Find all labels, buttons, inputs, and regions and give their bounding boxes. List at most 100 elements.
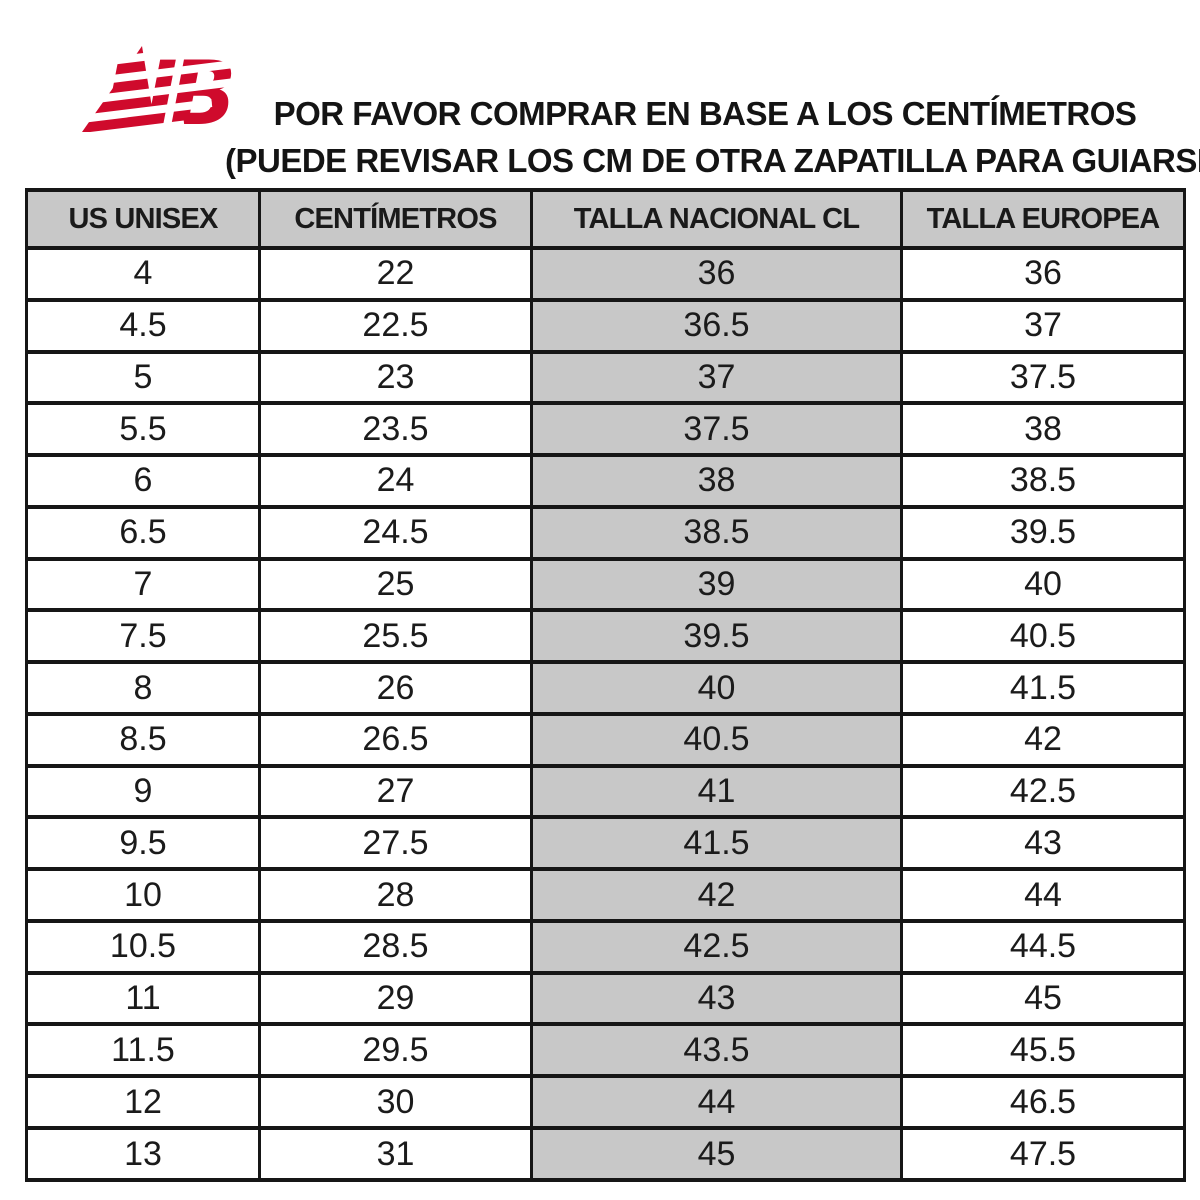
size-cell: 44 <box>900 867 1186 923</box>
size-cell: 26 <box>258 660 533 716</box>
size-cell: 47.5 <box>900 1126 1186 1182</box>
size-cell: 37.5 <box>900 349 1186 406</box>
size-cell: 9.5 <box>25 815 261 872</box>
size-cell: 39.5 <box>900 504 1186 561</box>
table-row: 10.5 28.5 42.5 44.5 <box>25 918 1186 975</box>
table-row: 11 29 43 45 <box>25 970 1186 1027</box>
size-cell: 42 <box>900 711 1186 768</box>
table-row: 9 27 41 42.5 <box>25 763 1186 820</box>
table-row: 10 28 42 44 <box>25 867 1186 923</box>
size-cell: 5.5 <box>25 401 261 458</box>
size-cell: 8 <box>25 660 261 716</box>
size-cell: 36 <box>530 246 903 302</box>
column-header-talla-nacional-cl: TALLA NACIONAL CL <box>530 188 903 250</box>
size-cell: 27.5 <box>258 815 533 872</box>
size-cell: 37 <box>530 349 903 406</box>
table-row: 6.5 24.5 38.5 39.5 <box>25 504 1186 561</box>
column-header-talla-europea: TALLA EUROPEA <box>900 188 1186 250</box>
size-cell: 43 <box>530 970 903 1027</box>
size-cell: 24.5 <box>258 504 533 561</box>
size-cell: 25.5 <box>258 608 533 665</box>
size-cell: 24 <box>258 453 533 509</box>
size-cell: 42 <box>530 867 903 923</box>
size-cell: 46.5 <box>900 1074 1186 1131</box>
size-cell: 31 <box>258 1126 533 1182</box>
size-cell: 38 <box>900 401 1186 458</box>
size-cell: 8.5 <box>25 711 261 768</box>
size-cell: 45 <box>530 1126 903 1182</box>
table-row: 13 31 45 47.5 <box>25 1126 1186 1182</box>
table-row: 4.5 22.5 36.5 37 <box>25 297 1186 354</box>
size-cell: 40 <box>530 660 903 716</box>
size-cell: 4.5 <box>25 297 261 354</box>
table-header-row: US UNISEX CENTÍMETROS TALLA NACIONAL CL … <box>25 188 1186 250</box>
size-cell: 41.5 <box>900 660 1186 716</box>
size-cell: 38.5 <box>530 504 903 561</box>
size-cell: 25 <box>258 556 533 613</box>
size-cell: 29.5 <box>258 1022 533 1079</box>
table-row: 7 25 39 40 <box>25 556 1186 613</box>
size-cell: 45.5 <box>900 1022 1186 1079</box>
size-cell: 36 <box>900 246 1186 302</box>
table-row: 7.5 25.5 39.5 40.5 <box>25 608 1186 665</box>
size-cell: 43.5 <box>530 1022 903 1079</box>
size-cell: 12 <box>25 1074 261 1131</box>
size-cell: 45 <box>900 970 1186 1027</box>
table-row: 12 30 44 46.5 <box>25 1074 1186 1131</box>
size-cell: 6.5 <box>25 504 261 561</box>
table-row: 8 26 40 41.5 <box>25 660 1186 716</box>
size-cell: 30 <box>258 1074 533 1131</box>
size-cell: 5 <box>25 349 261 406</box>
size-cell: 4 <box>25 246 261 302</box>
table-row: 6 24 38 38.5 <box>25 453 1186 509</box>
size-cell: 41.5 <box>530 815 903 872</box>
title-line-1: POR FAVOR COMPRAR EN BASE A LOS CENTÍMET… <box>273 95 1137 132</box>
new-balance-logo-icon: NB <box>55 36 280 156</box>
size-cell: 42.5 <box>530 918 903 975</box>
size-cell: 40.5 <box>900 608 1186 665</box>
size-cell: 7.5 <box>25 608 261 665</box>
table-row: 8.5 26.5 40.5 42 <box>25 711 1186 768</box>
column-header-centimetros: CENTÍMETROS <box>258 188 533 250</box>
size-cell: 13 <box>25 1126 261 1182</box>
size-cell: 44 <box>530 1074 903 1131</box>
size-cell: 37 <box>900 297 1186 354</box>
size-cell: 10.5 <box>25 918 261 975</box>
size-cell: 22 <box>258 246 533 302</box>
page-title: POR FAVOR COMPRAR EN BASE A LOS CENTÍMET… <box>225 90 1200 184</box>
table-row: 5.5 23.5 37.5 38 <box>25 401 1186 458</box>
size-cell: 40.5 <box>530 711 903 768</box>
size-cell: 41 <box>530 763 903 820</box>
table-row: 9.5 27.5 41.5 43 <box>25 815 1186 872</box>
size-cell: 28 <box>258 867 533 923</box>
size-cell: 6 <box>25 453 261 509</box>
size-cell: 44.5 <box>900 918 1186 975</box>
size-cell: 39.5 <box>530 608 903 665</box>
size-cell: 27 <box>258 763 533 820</box>
title-line-2: (PUEDE REVISAR LOS CM DE OTRA ZAPATILLA … <box>225 142 1200 179</box>
size-cell: 10 <box>25 867 261 923</box>
size-cell: 29 <box>258 970 533 1027</box>
size-cell: 39 <box>530 556 903 613</box>
table-row: 11.5 29.5 43.5 45.5 <box>25 1022 1186 1079</box>
size-cell: 11.5 <box>25 1022 261 1079</box>
size-table-body: 4 22 36 36 4.5 22.5 36.5 37 5 23 37 37.5 5.5 23.5 37.5… <box>25 246 1186 1182</box>
size-cell: 7 <box>25 556 261 613</box>
size-chart-table: US UNISEX CENTÍMETROS TALLA NACIONAL CL … <box>25 188 1186 1182</box>
size-cell: 43 <box>900 815 1186 872</box>
size-cell: 38 <box>530 453 903 509</box>
size-cell: 23.5 <box>258 401 533 458</box>
size-cell: 37.5 <box>530 401 903 458</box>
size-cell: 23 <box>258 349 533 406</box>
size-cell: 40 <box>900 556 1186 613</box>
table-row: 5 23 37 37.5 <box>25 349 1186 406</box>
size-cell: 26.5 <box>258 711 533 768</box>
table-row: 4 22 36 36 <box>25 246 1186 302</box>
size-cell: 22.5 <box>258 297 533 354</box>
size-cell: 28.5 <box>258 918 533 975</box>
size-cell: 42.5 <box>900 763 1186 820</box>
size-cell: 9 <box>25 763 261 820</box>
size-cell: 11 <box>25 970 261 1027</box>
size-cell: 38.5 <box>900 453 1186 509</box>
